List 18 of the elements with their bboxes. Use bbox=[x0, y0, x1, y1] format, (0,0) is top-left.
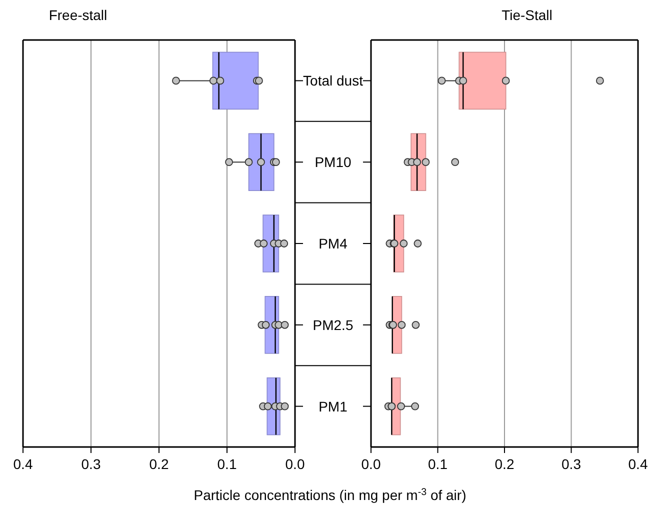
chart-title: Free-stall bbox=[48, 7, 108, 23]
x-axis-title: Particle concentrations (in mg per m$^{-3}$ of air) bbox=[194, 486, 466, 503]
x-tick-label: 0.0 bbox=[285, 456, 305, 472]
y-tick-label: PM1 bbox=[318, 398, 348, 414]
x-tick-label: 0.4 bbox=[13, 456, 33, 472]
y-tick-label: PM4 bbox=[318, 236, 348, 252]
x-tick-label: 0.4 bbox=[628, 456, 648, 472]
y-tick-label: PM2.5 bbox=[312, 316, 354, 333]
x-tick-label: 0.3 bbox=[81, 456, 101, 472]
x-tick-label: 0.3 bbox=[562, 456, 582, 472]
x-tick-label: 0.1 bbox=[428, 456, 448, 472]
x-tick-label: 0.0 bbox=[361, 456, 381, 472]
x-tick-label: 0.2 bbox=[494, 456, 514, 472]
chart-title: Tie-Stall bbox=[502, 7, 552, 23]
y-tick-label: Total dust bbox=[303, 72, 364, 89]
x-tick-label: 0.1 bbox=[217, 456, 237, 472]
x-tick-label: 0.2 bbox=[149, 456, 169, 472]
y-tick-label: PM10 bbox=[314, 154, 352, 170]
